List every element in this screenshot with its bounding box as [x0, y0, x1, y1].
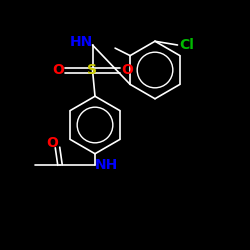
Text: O: O: [46, 136, 58, 150]
Text: NH: NH: [94, 158, 118, 172]
Text: HN: HN: [70, 36, 93, 50]
Text: O: O: [52, 63, 64, 77]
Text: S: S: [88, 63, 98, 77]
Text: Cl: Cl: [179, 38, 194, 52]
Text: O: O: [121, 63, 133, 77]
